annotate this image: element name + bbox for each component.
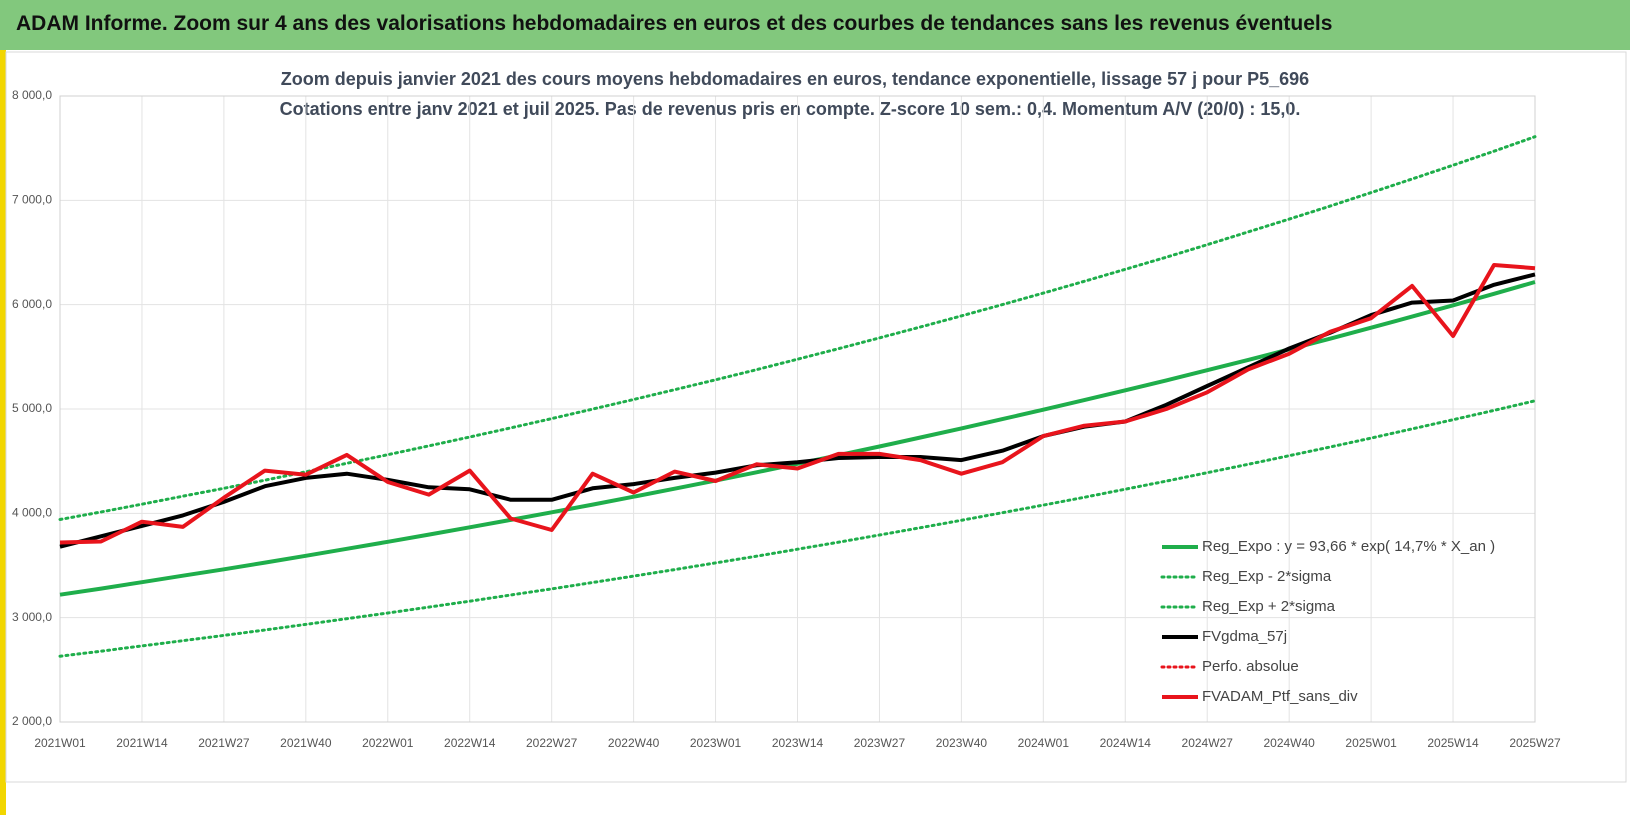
x-tick-label: 2021W14 (116, 736, 168, 750)
x-tick-label: 2025W01 (1345, 736, 1397, 750)
series-line (58, 135, 1537, 521)
x-tick-label: 2022W14 (444, 736, 496, 750)
x-tick-label: 2021W40 (280, 736, 332, 750)
x-tick-label: 2025W27 (1509, 736, 1561, 750)
x-tick-label: 2023W40 (936, 736, 988, 750)
legend-label: FVADAM_Ptf_sans_div (1202, 688, 1358, 705)
chart-title: Zoom depuis janvier 2021 des cours moyen… (281, 69, 1309, 89)
y-tick-label: 7 000,0 (12, 193, 52, 207)
x-tick-label: 2021W27 (198, 736, 250, 750)
series-line (59, 272, 1536, 549)
x-tick-label: 2022W01 (362, 736, 414, 750)
x-tick-label: 2024W27 (1182, 736, 1234, 750)
legend-label: Reg_Exp - 2*sigma (1202, 568, 1332, 585)
y-tick-label: 2 000,0 (12, 714, 52, 728)
legend-label: Perfo. absolue (1202, 658, 1299, 675)
header: ADAM Informe. Zoom sur 4 ans des valoris… (0, 0, 1630, 50)
legend-label: Reg_Exp + 2*sigma (1202, 598, 1336, 615)
y-tick-label: 8 000,0 (12, 88, 52, 102)
x-tick-label: 2023W01 (690, 736, 742, 750)
plot-area (59, 95, 1536, 723)
chart-subtitle: Cotations entre janv 2021 et juil 2025. … (280, 99, 1301, 119)
x-tick-label: 2023W14 (772, 736, 824, 750)
x-tick-label: 2024W40 (1263, 736, 1315, 750)
x-tick-label: 2022W40 (608, 736, 660, 750)
y-tick-label: 3 000,0 (12, 610, 52, 624)
x-tick-label: 2023W27 (854, 736, 906, 750)
x-tick-label: 2024W14 (1100, 736, 1152, 750)
y-tick-label: 4 000,0 (12, 506, 52, 520)
y-tick-label: 6 000,0 (12, 297, 52, 311)
legend-label: Reg_Expo : y = 93,66 * exp( 14,7% * X_an… (1202, 538, 1495, 555)
x-tick-label: 2022W27 (526, 736, 578, 750)
legend-label: FVgdma_57j (1202, 628, 1287, 645)
x-tick-label: 2021W01 (34, 736, 86, 750)
series-line (59, 263, 1536, 545)
series-line (58, 399, 1537, 658)
accent-strip (0, 50, 6, 815)
x-tick-label: 2025W14 (1427, 736, 1479, 750)
chart-frame (5, 51, 1627, 783)
y-tick-label: 5 000,0 (12, 401, 52, 415)
x-tick-label: 2024W01 (1018, 736, 1070, 750)
